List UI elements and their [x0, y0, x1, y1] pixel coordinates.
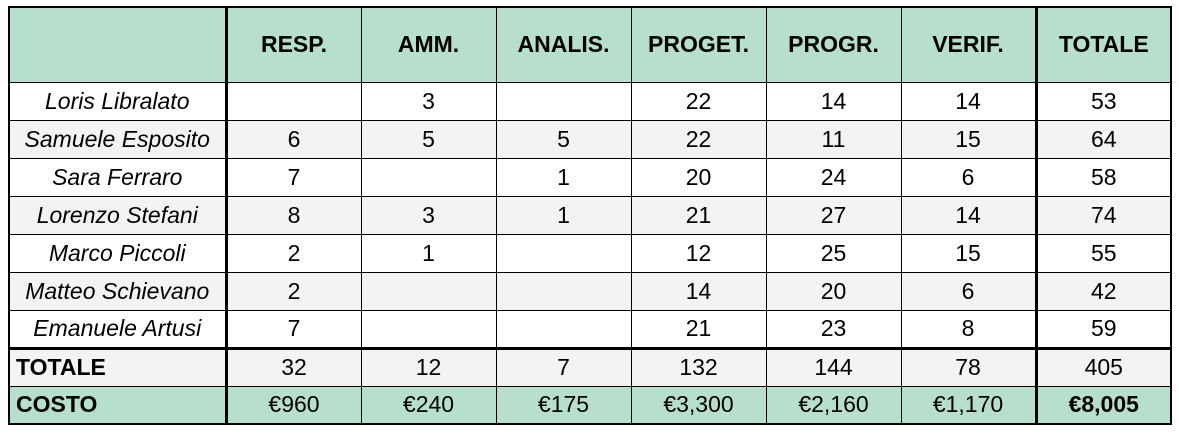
hours-cell: 2: [224, 271, 362, 311]
header-row: RESP. AMM. ANALIS. PROGET. PROGR. VERIF.…: [8, 6, 1172, 83]
total-label: TOTALE: [8, 346, 227, 387]
hours-cell: [360, 271, 497, 311]
hours-cell: 25: [765, 233, 902, 273]
hours-cell: 8: [900, 309, 1037, 349]
grand-cost-cell: €8,005: [1034, 385, 1172, 425]
hours-cell: 6: [900, 157, 1037, 197]
hours-cell: 6: [900, 271, 1037, 311]
hours-cell: 24: [765, 157, 902, 197]
table-row: Matteo Schievano 2 14 20 6 42: [8, 271, 1172, 311]
total-cell: 132: [630, 346, 767, 387]
hours-cell: 27: [765, 195, 902, 235]
hours-cell: 1: [360, 233, 497, 273]
hours-cell: 14: [630, 271, 767, 311]
column-header-verif: VERIF.: [900, 6, 1037, 83]
hours-cell: 14: [900, 195, 1037, 235]
hours-cell: 20: [765, 271, 902, 311]
hours-cell: 11: [765, 119, 902, 159]
hours-cell: 3: [360, 195, 497, 235]
column-header-proget: PROGET.: [630, 6, 767, 83]
hours-cell: 5: [495, 119, 632, 159]
hours-cell: 21: [630, 309, 767, 349]
column-header-progr: PROGR.: [765, 6, 902, 83]
hours-cell: 1: [495, 157, 632, 197]
cost-label: COSTO: [8, 385, 227, 425]
hours-cell: 1: [495, 195, 632, 235]
hours-cell: [224, 81, 362, 121]
hours-cell: 15: [900, 119, 1037, 159]
member-name: Lorenzo Stefani: [8, 195, 227, 235]
cost-cell: €3,300: [630, 385, 767, 425]
hours-cell: 2: [224, 233, 362, 273]
row-total-cell: 74: [1034, 195, 1172, 235]
hours-cell: 8: [224, 195, 362, 235]
total-row: TOTALE 32 12 7 132 144 78 405: [8, 346, 1172, 387]
row-total-cell: 42: [1034, 271, 1172, 311]
member-name: Loris Libralato: [8, 81, 227, 121]
hours-cell: 22: [630, 119, 767, 159]
total-cell: 32: [224, 346, 362, 387]
corner-cell: [8, 6, 227, 83]
hours-cell: 6: [224, 119, 362, 159]
column-header-analis: ANALIS.: [495, 6, 632, 83]
cost-cell: €2,160: [765, 385, 902, 425]
total-cell: 144: [765, 346, 902, 387]
table-row: Marco Piccoli 2 1 12 25 15 55: [8, 233, 1172, 273]
hours-cell: 7: [224, 309, 362, 349]
hours-cell: [495, 233, 632, 273]
member-name: Sara Ferraro: [8, 157, 227, 197]
member-name: Samuele Esposito: [8, 119, 227, 159]
row-total-cell: 55: [1034, 233, 1172, 273]
hours-table: RESP. AMM. ANALIS. PROGET. PROGR. VERIF.…: [8, 6, 1172, 425]
hours-cell: 22: [630, 81, 767, 121]
hours-cell: [495, 271, 632, 311]
cost-cell: €240: [360, 385, 497, 425]
row-total-cell: 64: [1034, 119, 1172, 159]
total-cell: 78: [900, 346, 1037, 387]
member-name: Matteo Schievano: [8, 271, 227, 311]
cost-cell: €175: [495, 385, 632, 425]
table-row: Sara Ferraro 7 1 20 24 6 58: [8, 157, 1172, 197]
table-row: Loris Libralato 3 22 14 14 53: [8, 81, 1172, 121]
grand-total-cell: 405: [1034, 346, 1172, 387]
member-name: Emanuele Artusi: [8, 309, 227, 349]
cost-cell: €960: [224, 385, 362, 425]
member-name: Marco Piccoli: [8, 233, 227, 273]
hours-cell: 14: [900, 81, 1037, 121]
row-total-cell: 53: [1034, 81, 1172, 121]
table-row: Emanuele Artusi 7 21 23 8 59: [8, 309, 1172, 349]
table-row: Samuele Esposito 6 5 5 22 11 15 64: [8, 119, 1172, 159]
hours-cell: 21: [630, 195, 767, 235]
hours-cell: 3: [360, 81, 497, 121]
hours-cell: 12: [630, 233, 767, 273]
hours-cell: 15: [900, 233, 1037, 273]
hours-cell: [495, 81, 632, 121]
hours-cell: 14: [765, 81, 902, 121]
column-header-totale: TOTALE: [1034, 6, 1172, 83]
column-header-resp: RESP.: [224, 6, 362, 83]
table-row: Lorenzo Stefani 8 3 1 21 27 14 74: [8, 195, 1172, 235]
cost-cell: €1,170: [900, 385, 1037, 425]
cost-row: COSTO €960 €240 €175 €3,300 €2,160 €1,17…: [8, 385, 1172, 425]
column-header-amm: AMM.: [360, 6, 497, 83]
hours-cell: [495, 309, 632, 349]
hours-cell: [360, 157, 497, 197]
hours-cell: 7: [224, 157, 362, 197]
hours-cell: [360, 309, 497, 349]
hours-cell: 5: [360, 119, 497, 159]
hours-cell: 20: [630, 157, 767, 197]
total-cell: 7: [495, 346, 632, 387]
total-cell: 12: [360, 346, 497, 387]
row-total-cell: 59: [1034, 309, 1172, 349]
hours-cell: 23: [765, 309, 902, 349]
row-total-cell: 58: [1034, 157, 1172, 197]
